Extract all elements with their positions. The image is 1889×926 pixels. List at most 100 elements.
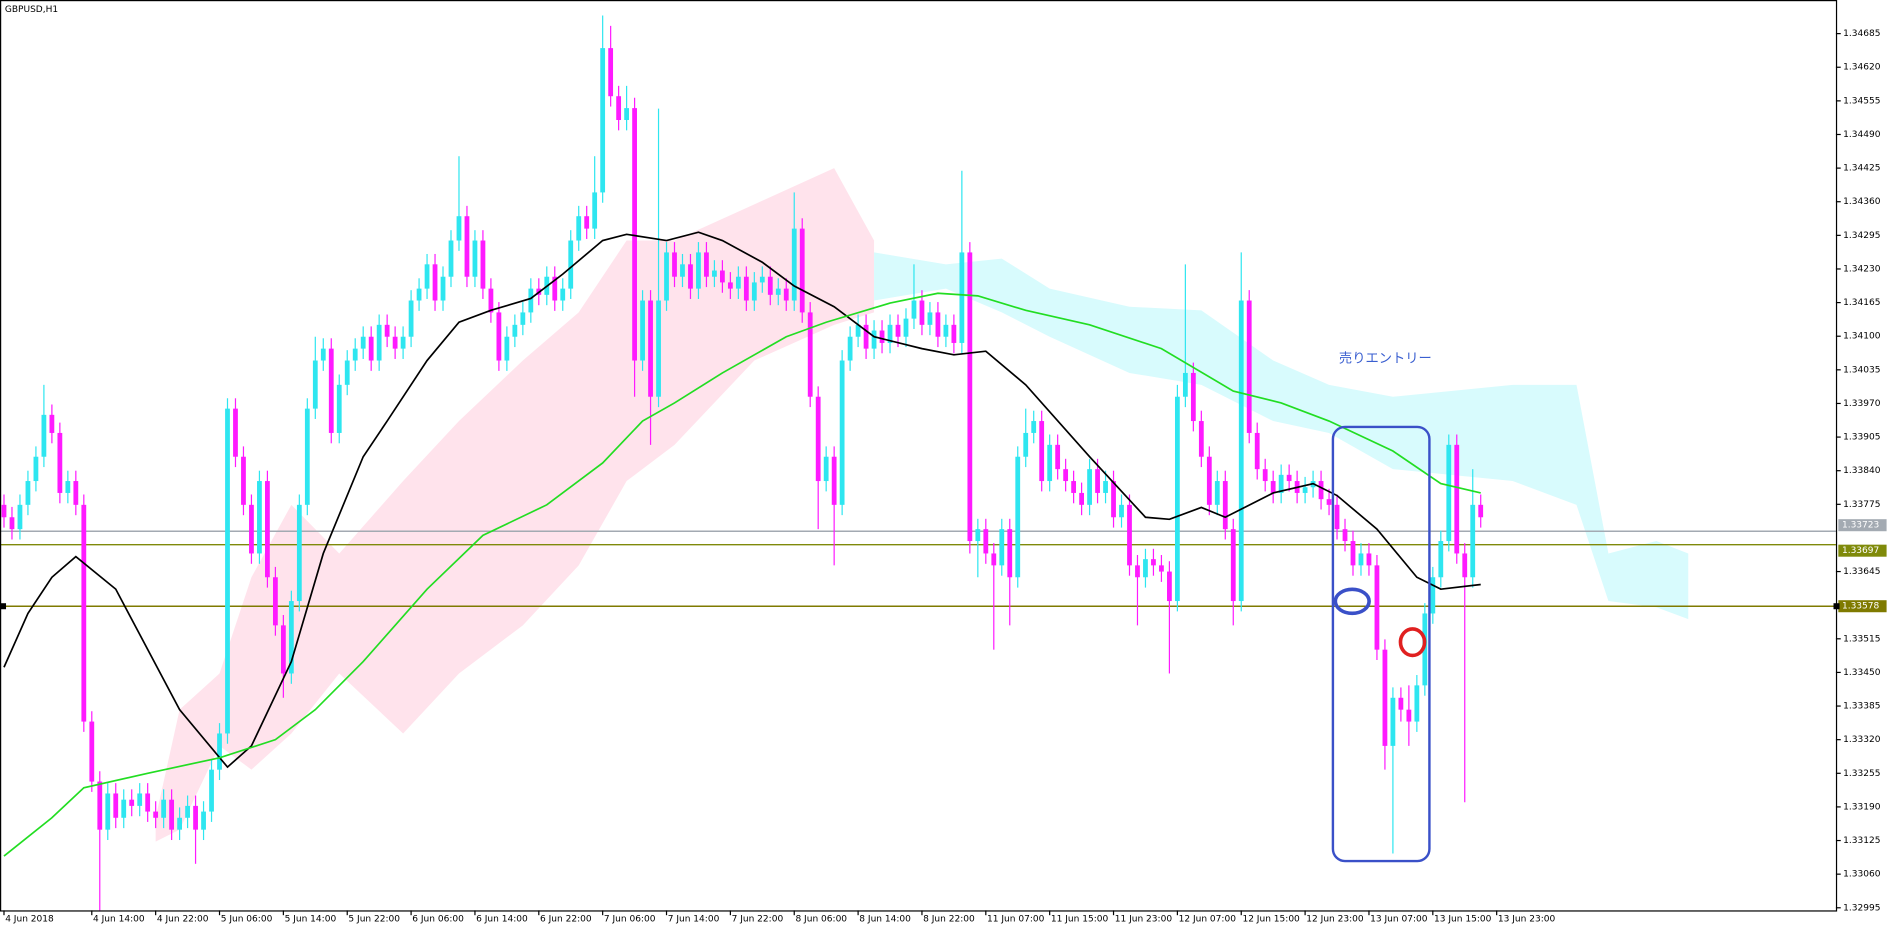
candle-body — [1254, 432, 1260, 470]
x-tick-label: 13 Jun 15:00 — [1434, 914, 1492, 924]
candle-body — [1318, 481, 1324, 500]
candle-body — [17, 504, 23, 530]
candle-body — [81, 504, 87, 722]
candle-body — [41, 414, 47, 457]
candle-body — [1, 504, 7, 518]
x-tick-label: 6 Jun 22:00 — [540, 914, 592, 924]
x-tick-label: 8 Jun 06:00 — [795, 914, 847, 924]
candle-body — [1071, 481, 1077, 493]
candle-body — [241, 456, 246, 505]
candle-body — [935, 312, 941, 337]
candle-body — [648, 300, 653, 397]
candle-body — [1127, 504, 1132, 566]
candle-body — [360, 336, 366, 349]
candle-body — [903, 318, 909, 337]
candle-body — [600, 48, 606, 193]
y-tick-label: 1.33970 — [1843, 399, 1881, 409]
candle-body — [831, 456, 837, 505]
candle-body — [751, 282, 757, 301]
candle-body — [201, 811, 206, 830]
candle-body — [1358, 553, 1364, 566]
candle-body — [1007, 529, 1013, 578]
level-label-box — [1838, 544, 1887, 557]
x-tick-label: 13 Jun 23:00 — [1498, 914, 1556, 924]
annotation: 売りエントリー — [1339, 350, 1432, 366]
x-tick-label: 13 Jun 07:00 — [1370, 914, 1428, 924]
candle-body — [408, 300, 414, 337]
y-tick-label: 1.34425 — [1843, 164, 1880, 174]
y-tick-label: 1.34295 — [1843, 231, 1880, 241]
y-tick-label: 1.33385 — [1843, 702, 1880, 712]
candle-body — [153, 811, 159, 818]
y-tick-label: 1.33515 — [1843, 634, 1880, 644]
candle-body — [560, 288, 566, 301]
candle-body — [720, 270, 725, 283]
candle-body — [1031, 421, 1037, 433]
candle-body — [1190, 372, 1196, 422]
y-tick-label: 1.33125 — [1843, 836, 1880, 846]
candle-body — [680, 264, 685, 277]
candle-body — [512, 324, 518, 337]
y-tick-label: 1.33775 — [1843, 500, 1880, 510]
y-tick-label: 1.33320 — [1843, 735, 1881, 745]
candle-body — [1382, 649, 1388, 746]
candle-body — [1151, 559, 1156, 566]
candle-body — [1095, 469, 1100, 493]
x-tick-label: 4 Jun 22:00 — [157, 914, 209, 924]
level-label-box — [1838, 519, 1887, 532]
candle-body — [209, 769, 214, 812]
candle-body — [33, 456, 39, 482]
y-tick-label: 1.33060 — [1843, 870, 1881, 880]
candle-body — [320, 348, 326, 361]
x-tick-label: 7 Jun 14:00 — [668, 914, 720, 924]
candle-body — [448, 240, 454, 277]
candle-body — [257, 481, 262, 554]
candle-body — [1063, 469, 1069, 482]
candle-body — [1198, 421, 1204, 457]
candle-body — [863, 324, 869, 349]
candle-body — [472, 240, 478, 277]
candle-body — [1023, 432, 1029, 457]
candle-body — [25, 481, 31, 505]
candle-body — [1270, 481, 1276, 493]
candle-body — [113, 793, 119, 818]
y-tick-label: 1.33450 — [1843, 668, 1881, 678]
candle-body — [767, 276, 773, 295]
candle-body — [161, 799, 167, 818]
candle-body — [121, 799, 127, 818]
level-marker — [1833, 603, 1840, 610]
candle-body — [815, 396, 821, 482]
chart-title: GBPUSD,H1 — [5, 5, 58, 15]
candle-body — [911, 300, 917, 319]
candle-body — [1406, 709, 1412, 722]
level-label: 1.33578 — [1842, 602, 1880, 612]
y-tick-label: 1.33190 — [1843, 802, 1881, 812]
candle-body — [552, 276, 558, 301]
candle-body — [1238, 300, 1244, 602]
candle-body — [488, 288, 494, 313]
candle-body — [89, 721, 95, 782]
candle-body — [823, 456, 829, 482]
candle-body — [1334, 504, 1340, 530]
candle-body — [265, 481, 270, 578]
candle-body — [1390, 697, 1396, 746]
candle-body — [1015, 456, 1021, 578]
candle-body — [304, 408, 310, 505]
candle-body — [1103, 481, 1108, 493]
candle-body — [249, 504, 254, 554]
candle-body — [983, 529, 989, 554]
candle-body — [368, 336, 374, 361]
candle-body — [783, 288, 789, 301]
candle-body — [672, 252, 677, 277]
candle-body — [1159, 565, 1164, 572]
candle-body — [464, 216, 470, 277]
candle-body — [807, 312, 813, 397]
candle-body — [1167, 571, 1172, 602]
candle-body — [384, 324, 390, 337]
candle-body — [65, 481, 71, 493]
candle-body — [1398, 697, 1404, 710]
candle-body — [879, 330, 885, 343]
y-tick-label: 1.34230 — [1843, 264, 1881, 274]
ichimoku-cloud — [874, 252, 1689, 620]
